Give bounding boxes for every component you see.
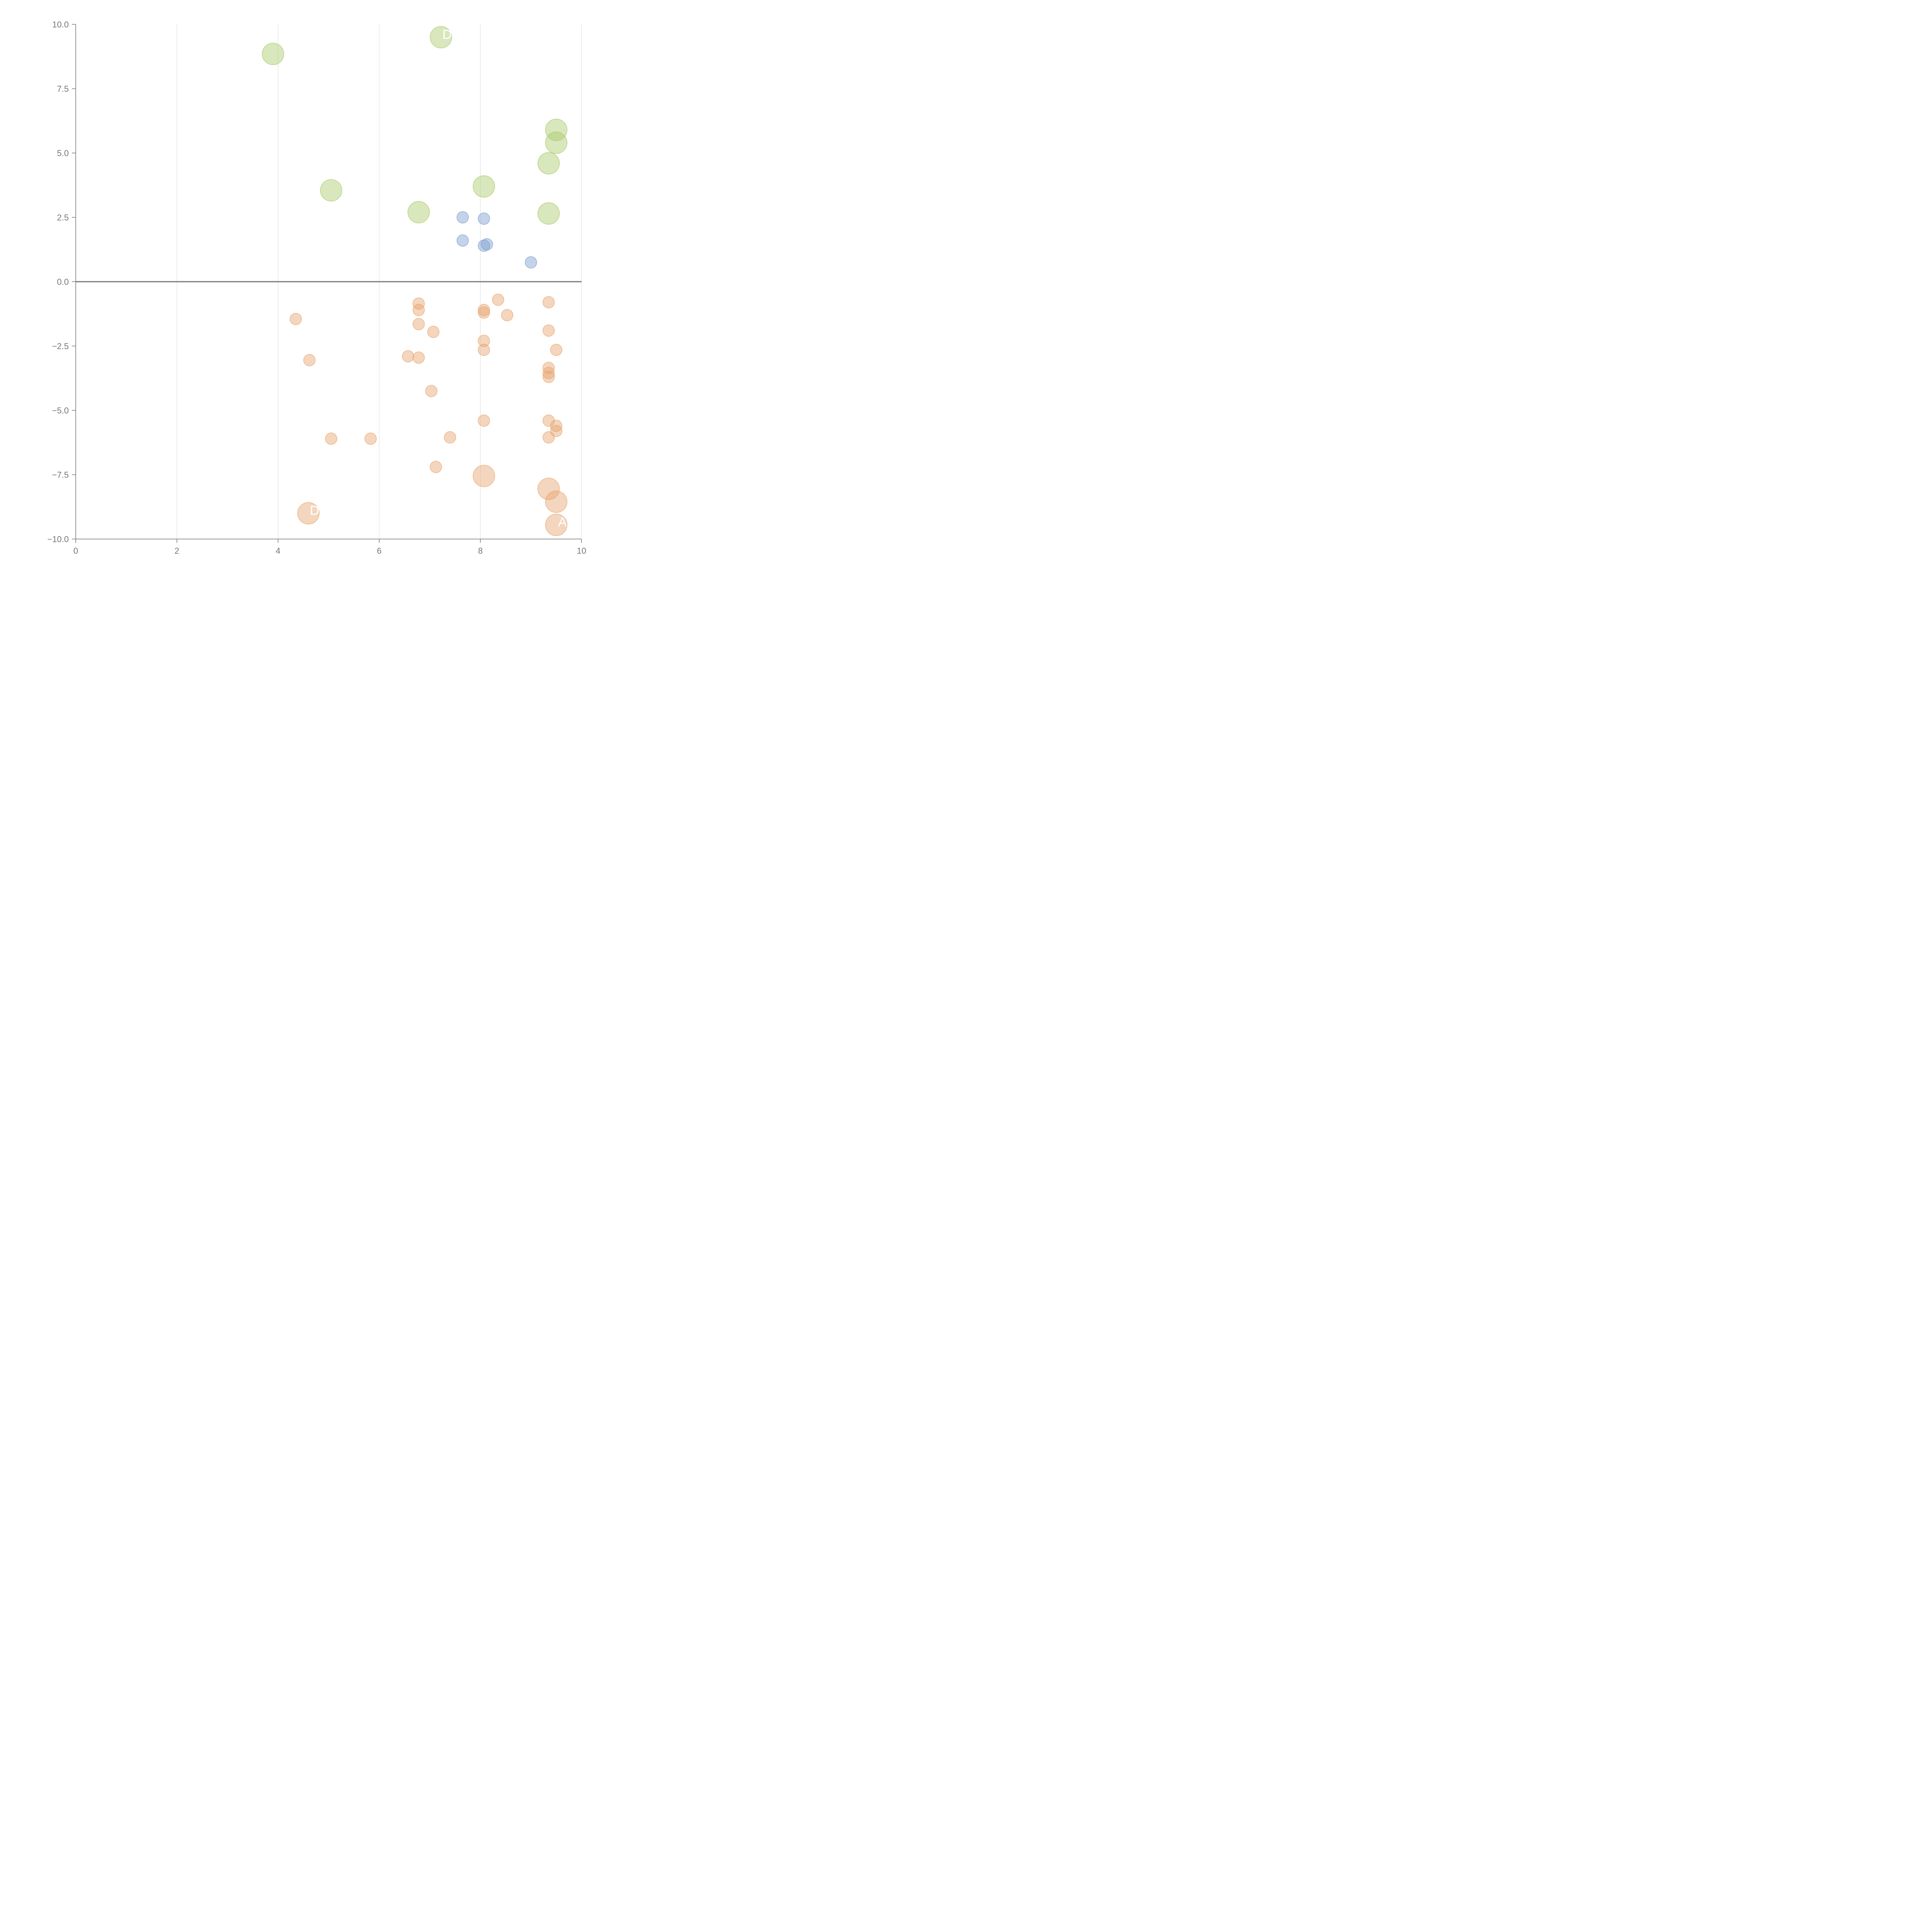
x-tick-label: 6 xyxy=(377,546,381,556)
orange-point xyxy=(412,351,425,364)
blue-point xyxy=(456,211,469,224)
orange-point xyxy=(412,297,425,310)
green-point xyxy=(545,131,568,154)
y-tick-label: −7.5 xyxy=(52,470,69,480)
blue-point xyxy=(456,234,469,247)
y-tick-label: −10.0 xyxy=(47,534,69,544)
x-tick-label: 10 xyxy=(577,546,586,556)
y-tick-label: 7.5 xyxy=(57,84,69,94)
green-point xyxy=(430,26,452,49)
orange-point xyxy=(550,420,563,432)
orange-point xyxy=(325,432,337,445)
green-point xyxy=(407,201,430,223)
orange-point xyxy=(478,414,490,427)
orange-point xyxy=(543,362,555,374)
blue-point xyxy=(478,240,490,252)
green-point xyxy=(537,152,560,175)
y-tick-label: −2.5 xyxy=(52,342,69,351)
green-point xyxy=(473,175,495,198)
green-point xyxy=(545,119,568,141)
orange-point xyxy=(427,326,440,338)
orange-point xyxy=(492,293,504,306)
point-labels-layer: D D A xyxy=(310,27,567,529)
orange-point xyxy=(543,414,555,427)
y-tick-label: 2.5 xyxy=(57,213,69,223)
y-tick-label: 10.0 xyxy=(52,20,69,29)
orange-point xyxy=(543,431,555,444)
axes-layer: 0 2 4 6 8 10 −10.0 −7.5 −5.0 −2.5 0.0 2.5 5.0 7.5 10.0 xyxy=(47,20,586,556)
orange-point xyxy=(543,367,555,379)
orange-point xyxy=(543,324,555,337)
x-tick-label: 0 xyxy=(73,546,78,556)
orange-point xyxy=(412,318,425,330)
orange-point xyxy=(289,313,302,325)
orange-point xyxy=(444,431,456,444)
blue-point xyxy=(481,238,493,251)
orange-point xyxy=(478,304,490,316)
orange-point xyxy=(478,306,490,319)
point-label: D xyxy=(310,503,320,518)
orange-point xyxy=(412,304,425,316)
orange-point xyxy=(364,432,377,445)
y-tick-label: −5.0 xyxy=(52,406,69,415)
green-point xyxy=(262,43,284,65)
orange-point xyxy=(478,335,490,347)
green-point xyxy=(320,179,342,202)
orange-point xyxy=(303,354,316,366)
orange-point xyxy=(537,478,560,500)
x-tick-label: 8 xyxy=(478,546,483,556)
orange-point xyxy=(543,371,555,383)
y-tick-label: 5.0 xyxy=(57,148,69,158)
blue-point xyxy=(478,213,490,225)
orange-point xyxy=(545,490,568,513)
orange-point xyxy=(297,502,320,525)
orange-point xyxy=(402,350,414,362)
green-point xyxy=(537,202,560,225)
scatter-chart: 0 2 4 6 8 10 −10.0 −7.5 −5.0 −2.5 0.0 2.5 5.0 7.5 10.0… xyxy=(47,20,586,556)
x-tick-label: 2 xyxy=(175,546,179,556)
points-layer xyxy=(262,26,568,536)
y-tick-label: 0.0 xyxy=(57,277,69,287)
point-label: D xyxy=(442,27,452,42)
orange-point xyxy=(478,344,490,356)
orange-point xyxy=(425,385,437,397)
orange-point xyxy=(545,514,568,536)
orange-point xyxy=(550,344,563,356)
orange-point xyxy=(473,465,495,487)
x-tick-label: 4 xyxy=(276,546,280,556)
blue-point xyxy=(525,256,537,269)
orange-point xyxy=(430,461,442,473)
point-label: A xyxy=(558,515,567,529)
orange-point xyxy=(543,296,555,309)
orange-point xyxy=(501,309,514,321)
